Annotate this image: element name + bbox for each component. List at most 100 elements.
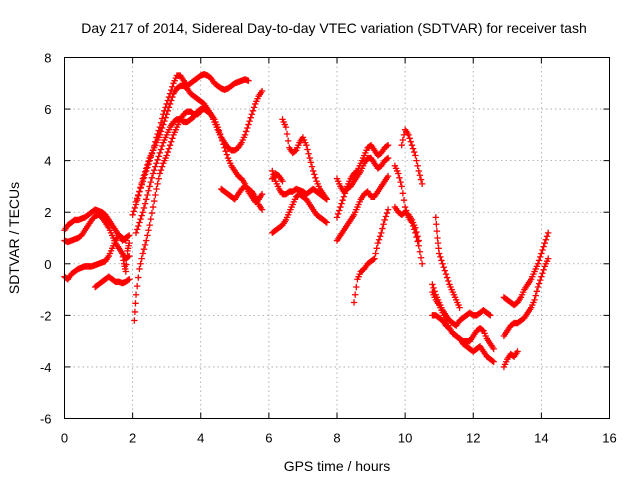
- data-point: [544, 255, 552, 262]
- data-point-interp: [162, 114, 169, 121]
- data-point-interp: [407, 138, 415, 145]
- data-point: [333, 214, 341, 221]
- data-point-interp: [441, 267, 449, 274]
- data-point: [456, 304, 463, 311]
- data-point: [132, 201, 140, 208]
- data-point-interp: [152, 191, 159, 199]
- data-point-interp: [220, 141, 227, 148]
- y-tick-label: 6: [44, 102, 51, 117]
- data-point-interp: [307, 159, 315, 166]
- data-point-interp: [375, 236, 383, 243]
- data-series: [391, 203, 422, 244]
- data-point: [418, 180, 426, 188]
- data-point: [378, 229, 385, 237]
- data-series: [333, 154, 392, 195]
- data-point: [350, 299, 358, 306]
- data-point: [408, 141, 416, 149]
- data-point-interp: [533, 288, 541, 295]
- data-point: [131, 317, 138, 324]
- data-point: [248, 111, 256, 118]
- data-point: [442, 270, 450, 278]
- data-point: [146, 183, 153, 190]
- data-point-interp: [165, 104, 173, 111]
- data-point: [395, 170, 402, 177]
- data-point-interp: [157, 166, 165, 174]
- data-point-interp: [353, 283, 360, 291]
- data-point: [303, 141, 310, 149]
- data-point: [258, 206, 266, 213]
- data-point-interp: [304, 146, 311, 153]
- data-point: [214, 123, 221, 131]
- data-point-interp: [537, 253, 544, 261]
- data-point-interp: [540, 266, 547, 274]
- data-point-interp: [123, 254, 131, 261]
- data-point: [156, 131, 164, 139]
- data-point-interp: [433, 227, 441, 235]
- data-point-interp: [338, 200, 345, 207]
- data-point-interp: [130, 208, 137, 215]
- data-point: [245, 77, 252, 84]
- data-point-interp: [247, 114, 254, 121]
- data-point: [374, 239, 382, 247]
- y-tick-label: -6: [40, 412, 52, 427]
- data-series: [119, 239, 133, 275]
- data-point-interp: [537, 276, 544, 284]
- data-point-interp: [145, 227, 152, 234]
- data-point-interp: [339, 196, 346, 204]
- data-point: [122, 237, 130, 244]
- data-point-interp: [409, 145, 417, 152]
- data-series: [333, 172, 392, 244]
- data-series: [429, 312, 497, 365]
- data-point-interp: [123, 261, 130, 268]
- data-point-interp: [164, 148, 172, 156]
- data-point: [143, 196, 150, 203]
- data-point-interp: [131, 204, 139, 212]
- data-point: [139, 175, 147, 182]
- data-point-interp: [141, 241, 149, 249]
- data-point-interp: [145, 187, 152, 194]
- data-point-interp: [414, 233, 421, 240]
- data-point: [432, 214, 439, 221]
- data-point: [122, 268, 130, 275]
- data-series: [131, 108, 204, 324]
- data-point: [166, 100, 174, 108]
- data-point: [149, 203, 157, 211]
- data-point-interp: [133, 226, 141, 233]
- data-series: [132, 71, 252, 206]
- data-point-interp: [137, 215, 144, 223]
- data-point: [217, 134, 225, 141]
- data-series: [500, 255, 552, 340]
- data-point: [136, 219, 143, 226]
- data-point: [139, 250, 147, 257]
- data-point-interp: [380, 221, 387, 228]
- data-point: [306, 154, 313, 162]
- data-point: [126, 239, 133, 247]
- data-point: [514, 348, 521, 355]
- x-tick-label: 8: [333, 431, 340, 446]
- x-tick-label: 2: [129, 431, 136, 446]
- data-point-interp: [249, 107, 257, 114]
- data-series: [269, 190, 330, 237]
- data-point-interp: [437, 253, 444, 261]
- data-point: [241, 131, 249, 139]
- data-point-interp: [148, 174, 156, 182]
- data-point-interp: [413, 228, 420, 236]
- data-point-interp: [244, 124, 251, 132]
- data-point: [384, 154, 392, 162]
- data-point-interp: [144, 232, 151, 239]
- data-point-interp: [336, 207, 343, 214]
- data-point: [146, 221, 153, 229]
- data-point-interp: [164, 107, 172, 114]
- data-point-interp: [140, 204, 148, 212]
- x-tick-label: 16: [602, 431, 616, 446]
- data-point: [221, 144, 228, 151]
- data-point-interp: [158, 142, 166, 150]
- data-point: [153, 160, 160, 167]
- data-point: [136, 265, 143, 273]
- data-series: [132, 105, 266, 237]
- data-point-interp: [157, 146, 165, 153]
- y-tick-label: -4: [40, 360, 52, 375]
- data-point: [544, 229, 552, 237]
- data-point-interp: [305, 150, 312, 157]
- data-point-interp: [250, 104, 258, 111]
